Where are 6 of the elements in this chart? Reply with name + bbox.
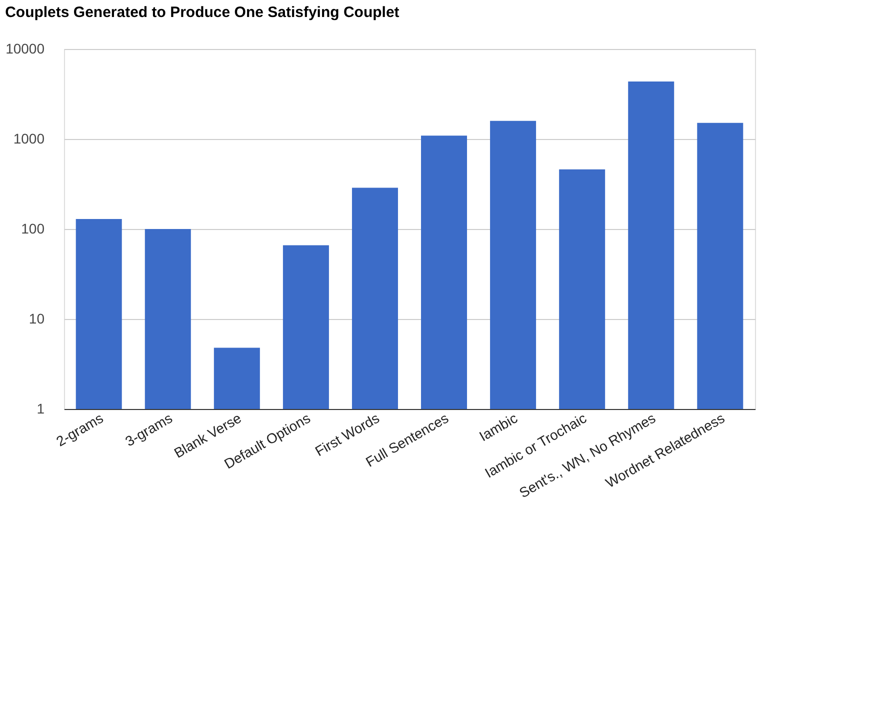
y-tick-label: 10 xyxy=(28,310,45,326)
chart-title: Couplets Generated to Produce One Satisfying Couplet xyxy=(5,4,400,21)
y-tick-label: 100 xyxy=(21,220,45,236)
y-tick-label: 1000 xyxy=(13,130,45,146)
y-tick-label: 1 xyxy=(36,400,45,416)
y-tick-label: 10000 xyxy=(6,40,45,56)
